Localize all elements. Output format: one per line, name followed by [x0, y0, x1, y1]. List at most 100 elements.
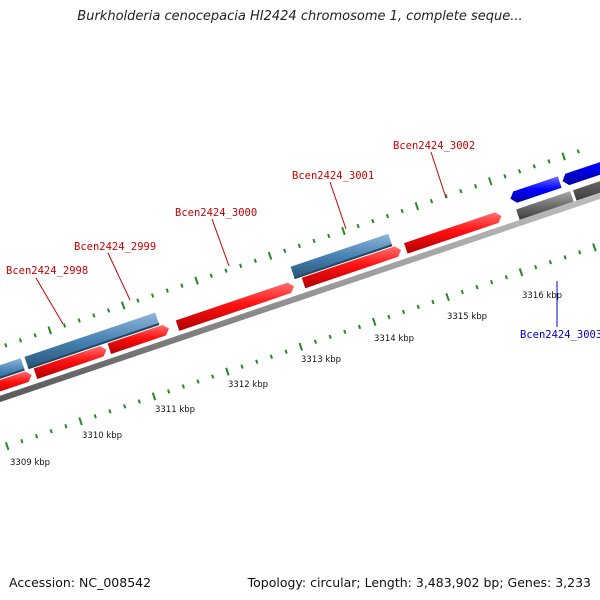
inner-tick-15 — [225, 367, 230, 376]
outer-tick-15 — [194, 276, 199, 285]
outer-tick-20 — [267, 251, 273, 260]
callout-line-2998 — [35, 277, 64, 325]
inner-tick-33 — [490, 279, 494, 285]
inner-tick-38 — [563, 255, 567, 260]
gene-features — [0, 144, 600, 395]
highlight-gene-next[interactable] — [562, 144, 600, 186]
inner-tick-9 — [137, 399, 141, 404]
forward-gene-5[interactable] — [404, 212, 502, 254]
grey-feature-0[interactable] — [516, 191, 574, 220]
inner-tick-7 — [108, 409, 112, 414]
outer-tick-36 — [503, 174, 507, 179]
backbone-bar[interactable] — [0, 165, 600, 408]
inner-tick-29 — [431, 299, 435, 305]
inner-tick-34 — [504, 274, 508, 280]
inner-tick-2 — [34, 433, 39, 439]
outer-tick-28 — [385, 213, 390, 219]
outer-tick-14 — [180, 283, 184, 288]
inner-tick-37 — [548, 260, 552, 265]
inner-tick-14 — [211, 374, 215, 379]
gene-label-3001[interactable]: Bcen2424_3001 — [292, 170, 374, 182]
chromosome-backbone — [0, 165, 600, 408]
scale-labels: 3309 kbp 3310 kbp 3311 kbp 3312 kbp 3313… — [10, 291, 562, 468]
scale-label-3316: 3316 kbp — [522, 291, 562, 301]
inner-tick-0 — [4, 442, 10, 451]
forward-gene-1[interactable] — [33, 346, 107, 379]
inner-tick-28 — [416, 304, 420, 310]
inner-tick-18 — [269, 354, 274, 359]
outer-tick-22 — [297, 243, 301, 249]
scale-label-3313: 3313 kbp — [301, 355, 341, 365]
outer-tick-13 — [165, 288, 169, 293]
forward-gene-3[interactable] — [175, 282, 295, 331]
inner-tick-30 — [445, 292, 450, 302]
inner-tick-27 — [401, 309, 406, 315]
outer-tick-35 — [488, 177, 493, 186]
outer-tick-7 — [77, 318, 81, 323]
inner-tick-20 — [298, 342, 304, 351]
inner-tick-13 — [196, 379, 200, 384]
outer-tick-2 — [4, 343, 8, 348]
inner-tick-11 — [167, 389, 171, 394]
inner-tick-26 — [387, 314, 391, 320]
outer-tick-31 — [429, 198, 434, 204]
reverse-gene-2[interactable] — [290, 233, 393, 279]
reverse-gene-0[interactable] — [0, 358, 25, 383]
inner-tick-39 — [578, 250, 582, 255]
inner-tick-4 — [64, 424, 68, 429]
scale-label-3310: 3310 kbp — [82, 431, 122, 441]
inner-tick-12 — [181, 384, 185, 389]
inner-tick-6 — [93, 414, 97, 419]
outer-tick-26 — [356, 223, 360, 229]
callout-line-3001 — [329, 181, 347, 230]
scale-label-3315: 3315 kbp — [447, 312, 487, 322]
inner-tick-8 — [123, 404, 127, 409]
reverse-gene-edge-0[interactable] — [27, 323, 160, 370]
reverse-gene-edge-1[interactable] — [294, 244, 393, 280]
forward-gene-0[interactable] — [0, 371, 32, 395]
gene-label-2999[interactable]: Bcen2424_2999 — [74, 241, 156, 253]
gene-label-3003[interactable]: Bcen2424_3003 — [520, 329, 600, 341]
outer-tick-33 — [459, 188, 463, 194]
rotated-map-layer — [0, 144, 600, 451]
inner-tick-32 — [475, 284, 479, 290]
outer-tick-10 — [120, 301, 126, 310]
callout-line-3000 — [211, 218, 230, 267]
outer-tick-27 — [371, 218, 375, 224]
inner-tick-35 — [518, 268, 524, 277]
grey-feature-1[interactable] — [572, 155, 600, 201]
reverse-gene-1[interactable] — [24, 312, 160, 369]
gene-label-3002[interactable]: Bcen2424_3002 — [393, 140, 475, 152]
outer-tick-41 — [576, 149, 580, 154]
gene-label-3000[interactable]: Bcen2424_3000 — [175, 207, 257, 219]
inner-tick-17 — [255, 359, 259, 364]
scale-label-3311: 3311 kbp — [155, 405, 195, 415]
inner-tick-31 — [460, 289, 464, 295]
outer-tick-4 — [33, 333, 37, 338]
inner-tick-10 — [151, 392, 157, 401]
highlight-gene-3003[interactable] — [510, 176, 562, 203]
inner-tick-25 — [371, 317, 377, 327]
gene-label-2998[interactable]: Bcen2424_2998 — [6, 265, 88, 277]
reverse-gene-edge-2[interactable] — [0, 368, 25, 385]
inner-tick-1 — [20, 438, 24, 444]
scale-label-3314: 3314 kbp — [374, 334, 414, 344]
outer-tick-18 — [239, 263, 243, 268]
outer-tick-17 — [224, 268, 228, 273]
inner-tick-marks — [4, 243, 597, 451]
inner-tick-16 — [240, 364, 244, 369]
forward-gene-2[interactable] — [107, 324, 170, 354]
inner-tick-24 — [357, 324, 362, 330]
outer-tick-37 — [518, 169, 522, 174]
inner-tick-22 — [328, 334, 332, 340]
outer-tick-29 — [400, 208, 404, 214]
forward-gene-4[interactable] — [301, 246, 402, 289]
outer-tick-marks — [4, 149, 580, 348]
outer-tick-16 — [209, 273, 213, 278]
genome-summary-text: Topology: circular; Length: 3,483,902 bp… — [247, 575, 591, 590]
inner-tick-19 — [284, 349, 288, 354]
outer-tick-8 — [92, 313, 96, 318]
callout-line-2999 — [107, 252, 131, 301]
inner-tick-3 — [49, 429, 53, 434]
outer-tick-24 — [327, 233, 331, 239]
